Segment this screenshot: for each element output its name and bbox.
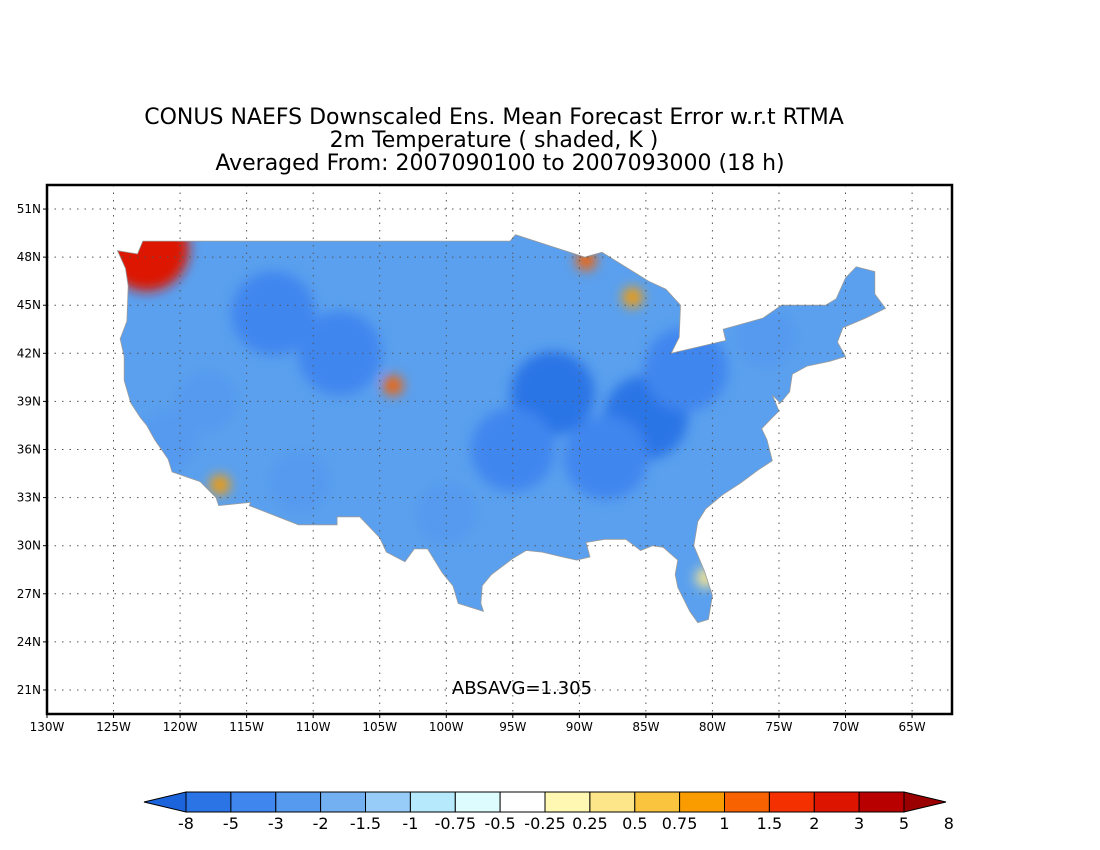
lon-tick-label-7: 100W (429, 720, 464, 734)
lon-tick-label-4: 115W (229, 720, 264, 734)
lon-tick-label-10: 85W (632, 720, 659, 734)
colorbar-swatch-11 (589, 791, 636, 813)
lat-tick-label-7: 39N (17, 394, 41, 408)
error-blob-3 (564, 415, 648, 500)
colorbar-swatch-6 (365, 791, 411, 813)
lat-tick-label-5: 33N (17, 491, 41, 505)
colorbar-swatch-5 (320, 791, 367, 813)
colorbar-swatch-18 (903, 791, 947, 813)
colorbar-swatch-13 (679, 791, 725, 813)
lon-tick-label-6: 105W (362, 720, 397, 734)
lat-tick-label-11: 51N (17, 202, 41, 216)
colorbar-level-label-13: 1 (719, 814, 729, 833)
colorbar-level-label-10: 0.25 (572, 814, 608, 833)
colorbar-swatch-16 (813, 791, 860, 813)
colorbar-level-label-11: 0.5 (622, 814, 647, 833)
colorbar-level-label-5: -1.5 (350, 814, 381, 833)
error-blob-12 (269, 451, 330, 512)
lat-tick-label-4: 30N (17, 539, 41, 553)
colorbar-swatch-1 (143, 791, 187, 813)
lon-tick-label-2: 125W (96, 720, 131, 734)
colorbar-level-label-7: -0.75 (435, 814, 476, 833)
colorbar-swatch-12 (634, 791, 681, 813)
error-blob-16 (210, 474, 230, 495)
colorbar-swatch-9 (499, 791, 546, 813)
colorbar-level-label-8: -0.5 (484, 814, 515, 833)
colorbar-swatch-14 (724, 791, 770, 813)
error-blob-5 (643, 327, 728, 412)
lat-tick-label-1: 21N (17, 683, 41, 697)
colorbar-level-label-18: 8 (944, 814, 954, 833)
error-blob-15 (383, 375, 403, 396)
lon-tick-label-1: 130W (30, 720, 65, 734)
lon-tick-label-12: 75W (765, 720, 792, 734)
error-blob-9 (416, 483, 477, 544)
error-blob-8 (176, 371, 237, 432)
lon-tick-label-9: 90W (566, 720, 593, 734)
lat-tick-label-6: 36N (17, 443, 41, 457)
colorbar-level-label-9: -0.25 (524, 814, 565, 833)
map-title: CONUS NAEFS Downscaled Ens. Mean Forecas… (144, 105, 844, 176)
lon-tick-label-8: 95W (499, 720, 526, 734)
map-panel (47, 185, 952, 714)
colorbar-swatch-8 (454, 791, 501, 813)
lat-tick-label-3: 27N (17, 587, 41, 601)
colorbar-swatch-3 (230, 791, 277, 813)
lat-tick-label-10: 48N (17, 250, 41, 264)
title-line-2: 2m Temperature ( shaded, K ) (330, 128, 659, 153)
lat-tick-label-2: 24N (17, 635, 41, 649)
colorbar-level-label-6: -1 (402, 814, 418, 833)
colorbar-level-label-16: 3 (854, 814, 864, 833)
colorbar-level-label-17: 5 (899, 814, 909, 833)
colorbar-level-label-15: 2 (809, 814, 819, 833)
colorbar-level-label-3: -3 (268, 814, 284, 833)
colorbar-swatch-7 (409, 791, 456, 813)
lon-tick-label-14: 65W (899, 720, 926, 734)
latitude-tick-labels: 21N 24N 27N 30N 33N 36N 39N 42N 45N 48N 51N (17, 202, 47, 697)
colorbar-level-label-2: -5 (223, 814, 239, 833)
colorbar-swatch-4 (275, 791, 322, 813)
error-blob-10 (735, 307, 796, 368)
colorbar: -8 -5 -3 -2 -1.5 -1 -0.75 -0.5 -0.25 0.25 0.5 0.75 1… (143, 791, 954, 833)
lon-tick-label-5: 110W (296, 720, 331, 734)
lon-tick-label-11: 80W (699, 720, 726, 734)
conus-outline (116, 234, 887, 624)
colorbar-swatch-15 (768, 791, 815, 813)
colorbar-swatch-17 (858, 791, 905, 813)
colorbar-level-label-14: 1.5 (757, 814, 782, 833)
error-blob-7 (231, 271, 316, 356)
lat-lon-grid (47, 185, 952, 714)
colorbar-level-label-12: 0.75 (662, 814, 698, 833)
colorbar-level-label-1: -8 (178, 814, 194, 833)
lat-tick-label-9: 45N (17, 298, 41, 312)
colorbar-swatch-2 (185, 791, 232, 813)
longitude-tick-labels: 130W 125W 120W 115W 110W 105W 100W 95W 90W 85W 80W… (30, 714, 926, 734)
title-line-3: Averaged From: 2007090100 to 2007093000 … (215, 151, 784, 176)
title-line-1: CONUS NAEFS Downscaled Ens. Mean Forecas… (144, 105, 844, 130)
error-blob-14 (622, 287, 643, 308)
absavg-label: ABSAVG=1.305 (452, 678, 592, 699)
lon-tick-label-3: 120W (163, 720, 198, 734)
lat-tick-label-8: 42N (17, 346, 41, 360)
colorbar-level-label-4: -2 (313, 814, 329, 833)
lon-tick-label-13: 70W (832, 720, 859, 734)
colorbar-swatch-10 (544, 791, 591, 813)
